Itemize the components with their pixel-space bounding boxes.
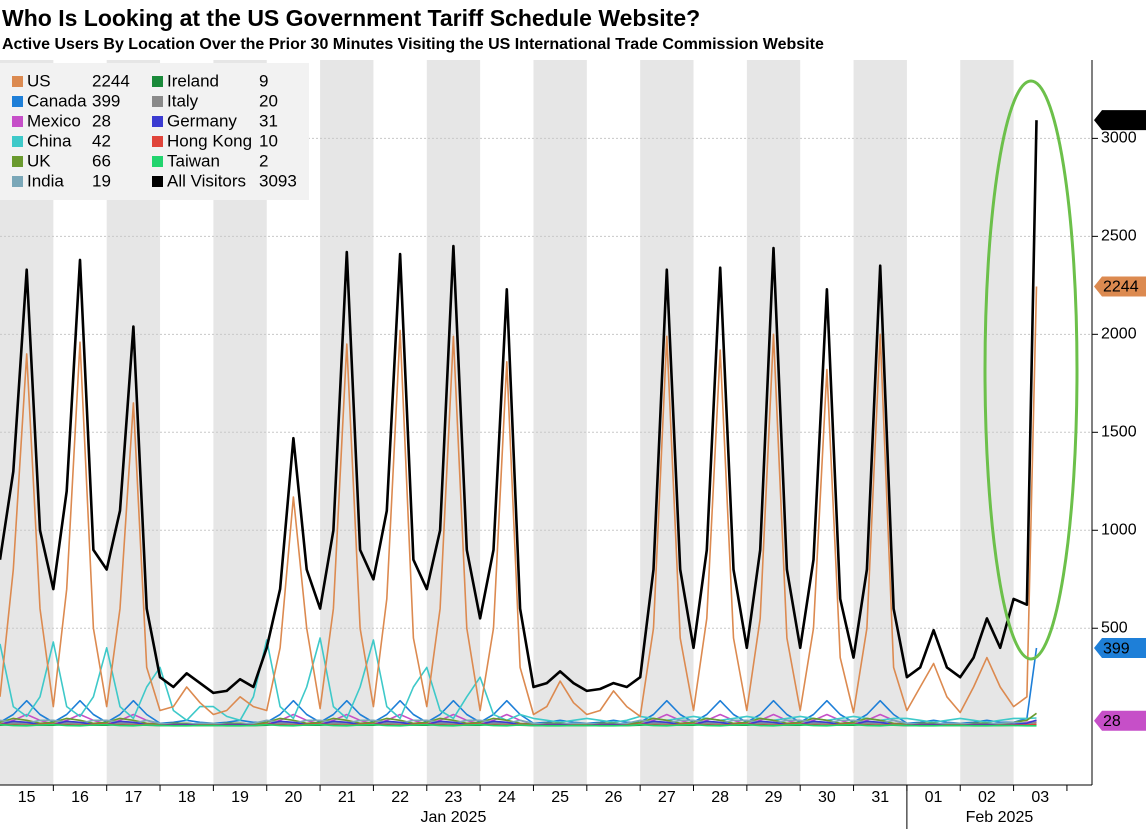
x-tick-label: 23: [445, 789, 463, 806]
legend-value: 42: [92, 131, 111, 150]
chart-title: Who Is Looking at the US Government Tari…: [2, 5, 700, 31]
legend-label: China: [27, 131, 72, 150]
y-tick-label: 1000: [1101, 521, 1137, 538]
legend-value: 19: [92, 171, 111, 190]
value-tag: [1094, 710, 1146, 731]
value-tag: [1094, 638, 1146, 659]
value-tag-label: 399: [1103, 640, 1130, 657]
y-tick-label: 500: [1101, 619, 1128, 636]
legend-swatch: [152, 116, 163, 127]
chart-subtitle: Active Users By Location Over the Prior …: [2, 36, 824, 53]
legend-swatch: [12, 76, 23, 87]
x-tick-label: 15: [18, 789, 36, 806]
legend-swatch: [12, 96, 23, 107]
series-line: [0, 286, 1038, 718]
axes: 15 16 17 18 19 20 21 22 23 24 25 26 27 28 29 30 31 01 02 03…: [0, 60, 1137, 829]
legend-value: 2244: [92, 71, 130, 90]
value-tag-label: 2244: [1103, 279, 1139, 296]
legend-label: Canada: [27, 91, 87, 110]
legend-swatch: [152, 156, 163, 167]
y-tick-label: 3000: [1101, 130, 1137, 147]
day-band: [533, 60, 587, 785]
legend-swatch: [12, 136, 23, 147]
value-tag: [1094, 276, 1146, 297]
value-tag-label: 28: [1103, 713, 1121, 730]
legend-label: Ireland: [167, 71, 219, 90]
legend-swatch: [12, 116, 23, 127]
legend-label: Taiwan: [167, 151, 220, 170]
y-tick-label: 1500: [1101, 424, 1137, 441]
series-line: [0, 723, 1037, 727]
legend-label: Mexico: [27, 111, 81, 130]
x-tick-label: 03: [1031, 789, 1049, 806]
x-tick-label: 20: [285, 789, 303, 806]
x-tick-label: 25: [551, 789, 569, 806]
series-line: [0, 120, 1038, 695]
legend-swatch: [12, 156, 23, 167]
x-tick-label: 28: [711, 789, 729, 806]
x-tick-label: 24: [498, 789, 516, 806]
legend-label: US: [27, 71, 51, 90]
legend-swatch: [152, 176, 163, 187]
legend-value: 20: [259, 91, 278, 110]
legend-value: 3093: [259, 171, 297, 190]
y-tick-label: 2500: [1101, 228, 1137, 245]
x-tick-label: 31: [871, 789, 889, 806]
x-tick-label: 16: [71, 789, 89, 806]
legend-value: 31: [259, 111, 278, 130]
x-tick-label: 19: [231, 789, 249, 806]
legend-value: 66: [92, 151, 111, 170]
legend-swatch: [152, 96, 163, 107]
day-band: [640, 60, 694, 785]
series-line: [0, 712, 1037, 726]
legend-label: India: [27, 171, 64, 190]
value-tags: 3093 2244 399 28: [1094, 110, 1146, 731]
legend-label: Hong Kong: [167, 131, 252, 150]
grid: [0, 137, 1092, 629]
x-tick-label: 02: [978, 789, 996, 806]
legend-value: 2: [259, 151, 268, 170]
legend-label: Italy: [167, 91, 199, 110]
x-group-label: Feb 2025: [966, 809, 1034, 826]
value-tag: [1094, 110, 1146, 131]
legend: US 2244 Canada 399 Mexico 28 China 42 UK 66 India 1…: [0, 63, 309, 200]
day-band: [853, 60, 907, 785]
x-tick-label: 21: [338, 789, 356, 806]
x-group-label: Jan 2025: [421, 809, 487, 826]
x-tick-label: 26: [605, 789, 623, 806]
x-tick-label: 22: [391, 789, 409, 806]
legend-label: Germany: [167, 111, 237, 130]
day-band: [320, 60, 374, 785]
x-tick-label: 29: [765, 789, 783, 806]
legend-swatch: [12, 176, 23, 187]
day-band: [746, 60, 801, 785]
legend-swatch: [152, 136, 163, 147]
y-tick-label: 2000: [1101, 326, 1137, 343]
lines: [0, 120, 1038, 727]
x-tick-label: 17: [124, 789, 142, 806]
legend-label: UK: [27, 151, 51, 170]
legend-label: All Visitors: [167, 171, 246, 190]
x-tick-label: 18: [178, 789, 196, 806]
legend-value: 399: [92, 91, 120, 110]
legend-swatch: [152, 76, 163, 87]
day-band: [426, 60, 481, 785]
legend-value: 9: [259, 71, 268, 90]
highlight-ellipse: [983, 79, 1079, 661]
x-tick-label: 30: [818, 789, 836, 806]
x-tick-label: 01: [925, 789, 943, 806]
x-tick-label: 27: [658, 789, 676, 806]
legend-value: 28: [92, 111, 111, 130]
value-tag-label: 3093: [1103, 112, 1139, 129]
legend-value: 10: [259, 131, 278, 150]
